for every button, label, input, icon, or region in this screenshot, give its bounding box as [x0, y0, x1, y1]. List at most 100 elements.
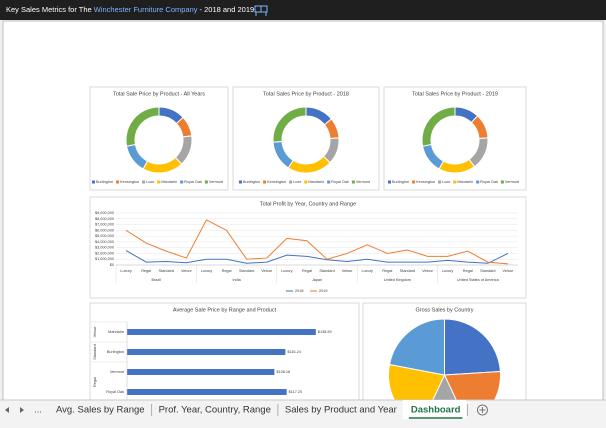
x-tick-label: Luxury: [120, 269, 131, 273]
line-series: [125, 219, 508, 265]
legend-label: Kensington: [120, 180, 139, 184]
add-sheet[interactable]: [476, 404, 488, 416]
x-tick-label: Regal: [463, 269, 473, 273]
data-label: $138.59: [318, 330, 332, 334]
legend-swatch: [116, 180, 120, 184]
tab-overflow[interactable]: ...: [34, 404, 42, 414]
furniture-icon: [254, 5, 268, 16]
line-series: [125, 250, 509, 264]
bar: [127, 389, 287, 395]
legend-label: Kensington: [267, 180, 286, 184]
y-tick-label: $4,000,000: [95, 240, 114, 244]
group-label: United Kingdom: [384, 278, 411, 282]
legend-swatch: [438, 180, 442, 184]
data-label: $108.18: [276, 370, 290, 374]
x-tick-label: Standard: [319, 269, 334, 273]
sheet-tab[interactable]: Sales by Product and Year: [285, 405, 397, 416]
group-label: Brazil: [151, 278, 161, 282]
title-bar: [0, 0, 606, 20]
chart-frame: [89, 86, 229, 191]
x-tick-label: Regal: [302, 269, 312, 273]
legend-swatch: [304, 180, 308, 184]
x-tick-label: Regal: [222, 269, 232, 273]
bar: [127, 369, 275, 375]
sheet-title: Key Sales Metrics for The Winchester Furn…: [6, 5, 254, 14]
y-tick-label: Royal Oak: [106, 390, 124, 394]
y-tick-label: $1,000,000: [95, 257, 114, 261]
y-tick-label: $7,000,000: [95, 223, 114, 227]
legend-label: Burlington: [243, 180, 260, 184]
legend-swatch: [204, 180, 208, 184]
chart-title: Gross Sales by Country: [415, 307, 473, 313]
group-label: United States of America: [457, 278, 500, 282]
legend-label: Royal Oak: [184, 180, 202, 184]
y-tick-label: Vermont: [110, 370, 125, 374]
legend-label: Vermont: [505, 180, 520, 184]
legend-label: Vermont: [209, 180, 224, 184]
sheet-tab[interactable]: Dashboard: [411, 405, 461, 416]
x-tick-label: Regal: [382, 269, 392, 273]
legend: Burlington Kensington Luxe Mandarin Royal Oa…: [91, 180, 224, 184]
legend-label: Royal Oak: [331, 180, 349, 184]
legend-swatch: [412, 180, 416, 184]
x-tick-label: Velour: [342, 269, 354, 273]
sheet-tab[interactable]: Avg. Sales by Range: [56, 405, 145, 416]
chart-frame: [383, 86, 527, 191]
legend-label: Mandarin: [457, 180, 473, 184]
pie-slice: [388, 318, 445, 376]
x-tick-label: Luxury: [442, 269, 453, 273]
x-tick-label: Standard: [480, 269, 495, 273]
y-tick-label: $0: [110, 263, 114, 267]
legend-label: Luxe: [293, 180, 301, 184]
group-label: Standard: [93, 344, 97, 359]
legend-label: Kensington: [416, 180, 435, 184]
legend-label: Royal Oak: [480, 180, 498, 184]
legend-label: Mandarin: [308, 180, 324, 184]
pie-slice: [444, 318, 501, 376]
legend-swatch: [387, 180, 391, 184]
scroll-left[interactable]: [5, 407, 9, 413]
group-label: Japan: [312, 278, 322, 282]
legend-label: Mandarin: [161, 180, 177, 184]
group-label: Velour: [93, 326, 97, 338]
legend-label: 2019: [319, 289, 327, 293]
company-name: Winchester Furniture Company: [94, 5, 198, 14]
title-prefix: Key Sales Metrics for The: [6, 5, 92, 14]
chart-frame: [232, 86, 380, 191]
data-label: $117.20: [289, 390, 302, 394]
donut-segment: [272, 106, 307, 143]
y-tick-label: $5,000,000: [95, 234, 114, 238]
legend-swatch: [142, 180, 146, 184]
legend-swatch: [351, 180, 355, 184]
sheet-tab[interactable]: Prof. Year, Country, Range: [159, 405, 271, 416]
chart-title: Total Sales Price by Product - 2019: [412, 91, 498, 97]
active-tab: [402, 400, 467, 419]
legend-label: Luxe: [146, 180, 154, 184]
y-tick-label: $8,000,000: [95, 217, 114, 221]
legend-swatch: [157, 180, 161, 184]
bar: [127, 349, 286, 355]
x-tick-label: Standard: [239, 269, 254, 273]
group-label: India: [232, 278, 241, 282]
legend-label: 2018: [295, 289, 303, 293]
x-tick-label: Regal: [141, 269, 151, 273]
tab-bar: [0, 400, 606, 428]
y-tick-label: $9,000,000: [95, 211, 114, 215]
legend-label: Luxe: [442, 180, 450, 184]
x-tick-label: Velour: [503, 269, 515, 273]
legend-swatch: [476, 180, 480, 184]
donut-segment: [125, 106, 160, 147]
x-tick-label: Velour: [422, 269, 434, 273]
scroll-right[interactable]: [20, 407, 24, 413]
legend: Burlington Kensington Luxe Mandarin Royal Oa…: [387, 180, 520, 184]
x-tick-label: Standard: [400, 269, 415, 273]
y-tick-label: $2,000,000: [95, 251, 114, 255]
x-tick-label: Luxury: [281, 269, 292, 273]
x-tick-label: Standard: [159, 269, 174, 273]
y-tick-label: $6,000,000: [95, 228, 114, 232]
legend-swatch: [289, 180, 293, 184]
x-tick-label: Luxury: [201, 269, 212, 273]
legend-swatch: [180, 180, 184, 184]
y-tick-label: Mandarin: [108, 330, 124, 334]
